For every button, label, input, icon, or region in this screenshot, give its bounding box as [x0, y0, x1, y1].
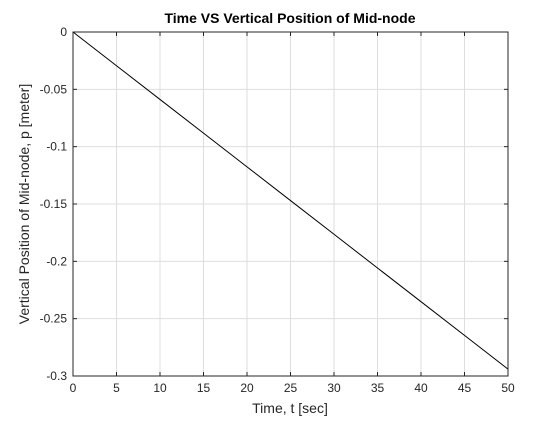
- x-axis-label: Time, t [sec]: [252, 400, 328, 416]
- y-axis-label: Vertical Position of Mid-node, p [meter]: [16, 84, 32, 324]
- x-tick-label: 20: [240, 381, 254, 395]
- x-ticks: 0 5 10 15 20 25 30 35 40 45 50: [70, 32, 515, 395]
- x-tick-label: 25: [284, 381, 298, 395]
- chart-title: Time VS Vertical Position of Mid-node: [164, 10, 415, 26]
- y-ticks: 0 -0.05 -0.1 -0.15 -0.2 -0.25 -0.3: [40, 25, 508, 383]
- y-tick-label: 0: [60, 25, 67, 39]
- x-tick-label: 35: [371, 381, 385, 395]
- series-layer: [72, 31, 509, 370]
- x-tick-label: 30: [327, 381, 341, 395]
- y-tick-label: -0.15: [40, 197, 68, 211]
- y-tick-label: -0.1: [46, 140, 67, 154]
- series-line: [72, 31, 509, 370]
- y-tick-label: -0.2: [46, 254, 67, 268]
- y-tick-label: -0.05: [40, 82, 68, 96]
- x-tick-label: 45: [458, 381, 472, 395]
- x-tick-label: 50: [501, 381, 515, 395]
- y-tick-label: -0.3: [46, 369, 67, 383]
- x-tick-label: 40: [414, 381, 428, 395]
- x-tick-label: 10: [153, 381, 167, 395]
- y-tick-label: -0.25: [40, 312, 68, 326]
- x-tick-label: 15: [197, 381, 211, 395]
- x-tick-label: 0: [70, 381, 77, 395]
- x-tick-label: 5: [113, 381, 120, 395]
